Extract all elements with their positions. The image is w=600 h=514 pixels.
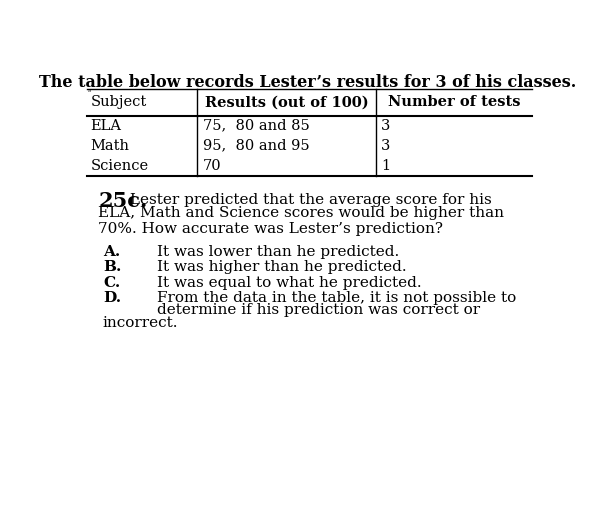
Text: Number of tests: Number of tests: [388, 96, 520, 109]
Text: Math: Math: [91, 139, 130, 153]
Text: The table below records Lester’s results for 3 of his classes.: The table below records Lester’s results…: [39, 74, 576, 91]
Text: 3: 3: [381, 139, 391, 153]
Text: 1: 1: [381, 159, 390, 173]
Text: It was higher than he predicted.: It was higher than he predicted.: [157, 260, 407, 274]
Text: 3: 3: [381, 119, 391, 133]
Text: Science: Science: [91, 159, 149, 173]
Text: ELA, Math and Science scores would be higher than: ELA, Math and Science scores would be hi…: [98, 207, 504, 221]
Text: It was lower than he predicted.: It was lower than he predicted.: [157, 245, 400, 259]
Text: 75,  80 and 85: 75, 80 and 85: [203, 119, 310, 133]
Text: ELA: ELA: [91, 119, 121, 133]
Text: Lester predicted that the average score for his: Lester predicted that the average score …: [125, 193, 491, 207]
Text: It was equal to what he predicted.: It was equal to what he predicted.: [157, 276, 422, 290]
Text: 95,  80 and 95: 95, 80 and 95: [203, 139, 310, 153]
Text: D.: D.: [103, 291, 121, 305]
Text: 25c.: 25c.: [98, 191, 148, 211]
Text: From the data in the table, it is not possible to: From the data in the table, it is not po…: [157, 291, 517, 305]
Text: Subject: Subject: [91, 96, 147, 109]
Text: incorrect.: incorrect.: [103, 316, 178, 330]
Text: A.: A.: [103, 245, 120, 259]
Text: C.: C.: [103, 276, 120, 290]
Text: Results (out of 100): Results (out of 100): [205, 96, 368, 109]
Text: 70: 70: [203, 159, 221, 173]
Text: ʺ: ʺ: [88, 90, 91, 98]
Text: B.: B.: [103, 260, 121, 274]
Text: 70%. How accurate was Lester’s prediction?: 70%. How accurate was Lester’s predictio…: [98, 222, 443, 236]
Text: determine if his prediction was correct or: determine if his prediction was correct …: [157, 303, 480, 318]
